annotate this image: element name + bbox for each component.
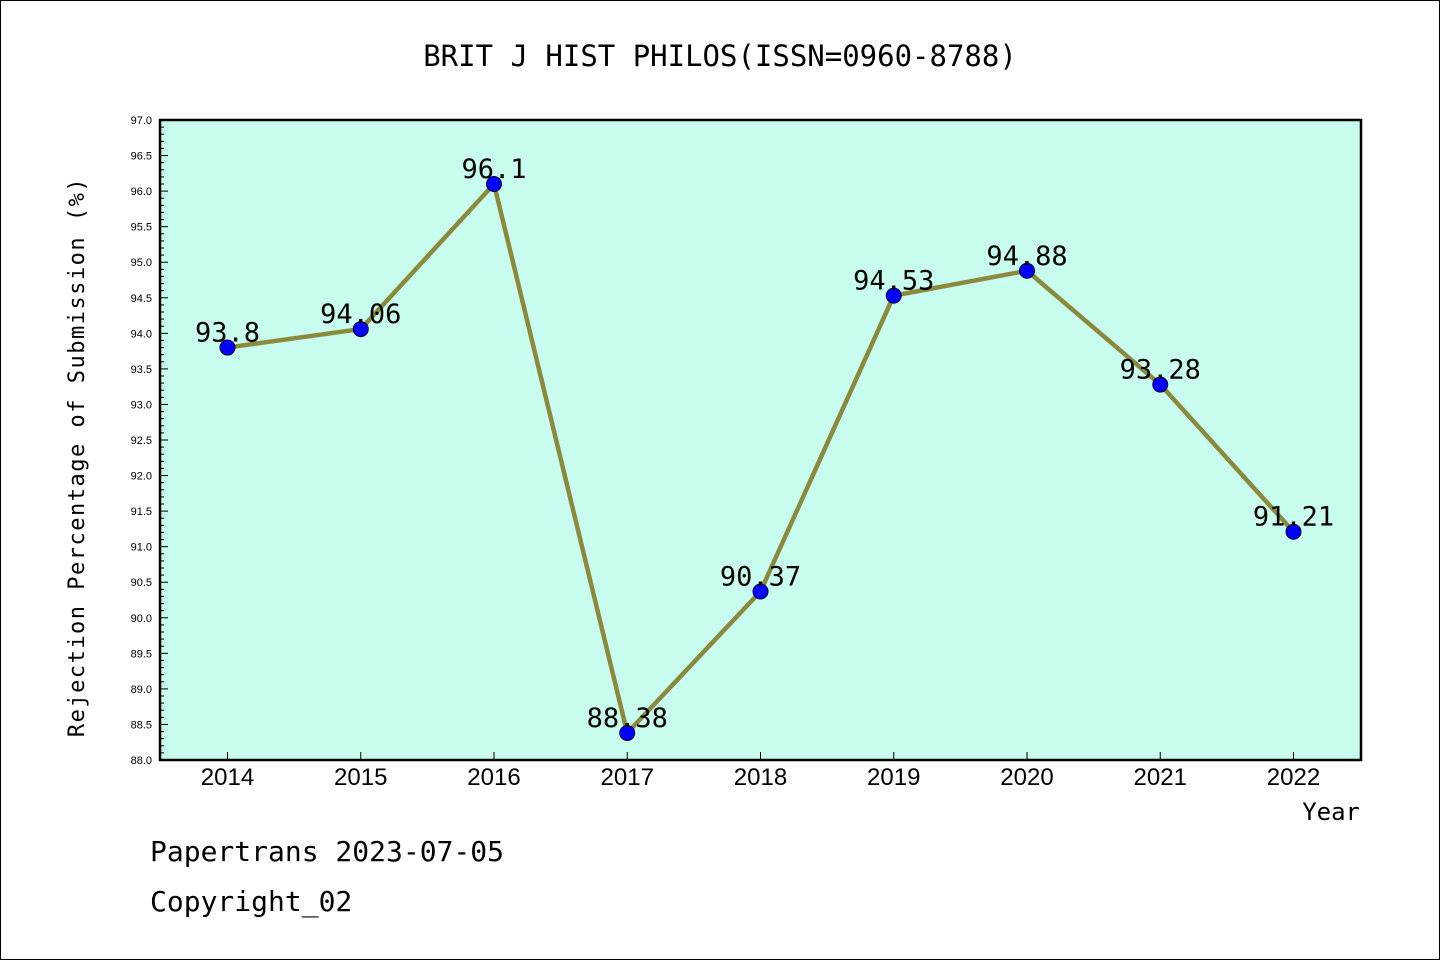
y-tick-label: 97.0 (131, 115, 152, 127)
y-tick-label: 93.5 (131, 364, 152, 376)
footer-date-line: Papertrans 2023-07-05 (150, 835, 505, 868)
plot-border (158, 118, 1363, 762)
x-tick-label: 2018 (734, 764, 787, 791)
data-label: 93.8 (195, 318, 260, 349)
data-point (352, 321, 369, 338)
y-tick-label: 91.0 (131, 542, 152, 554)
chart-title: BRIT J HIST PHILOS(ISSN=0960-8788) (423, 39, 1017, 73)
y-tick-label: 88.5 (131, 719, 152, 731)
x-tick-label: 2017 (601, 764, 654, 791)
x-tick-label: 2016 (467, 764, 520, 791)
y-tick-label: 93.0 (131, 399, 152, 411)
y-tick-label: 92.0 (131, 471, 152, 483)
data-point (486, 176, 502, 192)
y-tick-label: 95.5 (131, 222, 152, 234)
data-label: 94.53 (853, 266, 934, 297)
y-tick-label: 94.5 (131, 293, 152, 305)
data-label: 88.38 (587, 703, 668, 734)
y-tick-label: 92.5 (131, 435, 152, 447)
data-point (619, 724, 636, 741)
data-label: 90.37 (720, 561, 801, 592)
data-label: 94.88 (986, 241, 1067, 272)
y-tick-label: 88.0 (131, 755, 152, 767)
data-label: 91.21 (1253, 502, 1334, 533)
y-tick-label: 90.5 (131, 577, 152, 589)
y-tick-label: 96.0 (131, 186, 152, 198)
x-tick-label: 2014 (201, 764, 254, 791)
y-tick-label: 90.0 (131, 613, 152, 625)
y-axis-label: Rejection Percentage of Submission (%) (65, 177, 90, 737)
data-point (219, 339, 236, 356)
data-label: 93.28 (1120, 355, 1201, 386)
data-label: 96.1 (461, 154, 526, 185)
x-tick-label: 2015 (334, 764, 387, 791)
x-tick-label: 2022 (1267, 764, 1320, 791)
y-tick-label: 94.0 (131, 328, 152, 340)
x-tick-label: 2021 (1134, 764, 1187, 791)
x-tick-label: 2019 (867, 764, 920, 791)
y-tick-label: 89.5 (131, 648, 152, 660)
data-point (1285, 523, 1302, 540)
y-tick-label: 96.5 (131, 151, 152, 163)
y-tick-label: 91.5 (131, 506, 152, 518)
data-point (752, 583, 769, 600)
data-point (885, 287, 902, 304)
data-label: 94.06 (320, 299, 401, 330)
y-tick-label: 95.0 (131, 257, 152, 269)
x-tick-label: 2020 (1000, 764, 1053, 791)
y-tick-label: 89.0 (131, 684, 152, 696)
x-axis-label: Year (1302, 798, 1360, 826)
plot-area (160, 120, 1361, 760)
data-point (1152, 376, 1169, 393)
data-point (1019, 262, 1035, 279)
footer-copyright-line: Copyright_02 (150, 885, 353, 918)
